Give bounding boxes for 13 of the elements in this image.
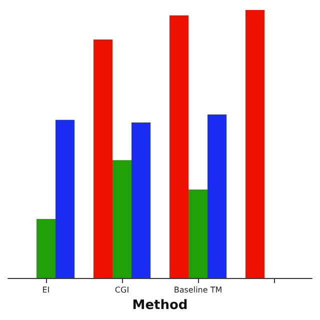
bar [208,114,226,278]
bar [36,219,56,278]
x-tick-label: CGI [114,286,130,294]
bar [132,122,150,278]
bar [246,10,264,278]
bar [188,190,208,278]
x-tick-label: Baseline TM [174,286,222,294]
x-tick-label: EI [42,286,50,294]
bar [94,39,112,278]
bar [170,15,188,278]
bar [112,160,132,278]
bar [56,120,74,278]
x-axis-title: Method [132,298,188,313]
